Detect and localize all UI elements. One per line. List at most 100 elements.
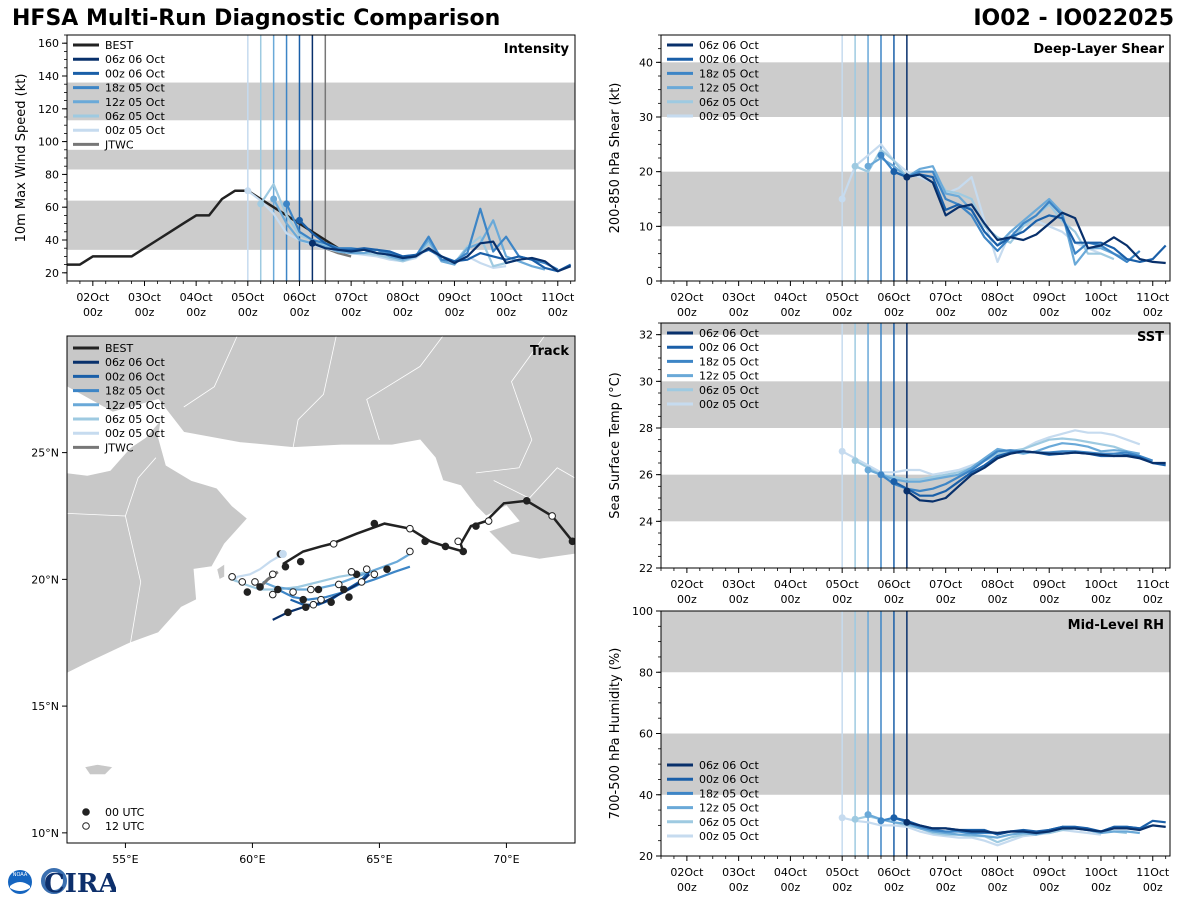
track-marker-00utc xyxy=(421,537,429,546)
track-marker-00utc xyxy=(383,565,391,574)
rh-ytick-label: 100 xyxy=(632,605,653,618)
rh-xtick-hour: 00z xyxy=(884,881,904,894)
noaa-wave-shape xyxy=(10,882,30,891)
shear-legend-label: 00z 06 Oct xyxy=(699,53,759,66)
rh-xtick-hour: 00z xyxy=(1039,881,1059,894)
sst-xtick-hour: 00z xyxy=(729,593,749,606)
sst-series-start-point xyxy=(864,466,872,474)
rh-series-start-point xyxy=(877,817,885,825)
track-marker-12utc xyxy=(347,567,356,576)
shear-xtick-hour: 00z xyxy=(832,306,852,319)
sst-series-start-point xyxy=(851,457,859,465)
rh-series-start-point xyxy=(890,814,898,822)
shear-series-line xyxy=(854,148,1115,261)
intensity-xtick-label: 09Oct xyxy=(438,291,472,304)
track-marker-12utc xyxy=(406,547,414,556)
rh-series-start-point xyxy=(903,818,911,826)
track-marker-12utc xyxy=(334,580,343,589)
sst-legend-label: 06z 05 Oct xyxy=(699,384,759,397)
sst-xtick-hour: 00z xyxy=(988,593,1008,606)
shear-legend-label: 12z 05 Oct xyxy=(699,82,759,95)
intensity-ytick-label: 60 xyxy=(45,201,59,214)
shear-series-line xyxy=(906,173,1166,265)
rh-xtick-hour: 00z xyxy=(936,881,956,894)
track-marker-12utc xyxy=(268,590,277,599)
track-marker-00utc xyxy=(472,522,480,530)
rh-panel: 20 40 60 80 100 02Oct 00z 03Oct 00z 04Oct 00z 05Oct… xyxy=(608,605,1171,894)
track-xtick-label: 65°E xyxy=(366,853,392,866)
intensity-ytick-label: 20 xyxy=(45,267,59,280)
shear-xtick-label: 04Oct xyxy=(774,291,808,304)
masirah-island xyxy=(216,563,225,580)
track-marker-12utc xyxy=(370,570,379,579)
sst-xtick-hour: 00z xyxy=(1143,593,1163,606)
shear-xtick-hour: 00z xyxy=(1091,306,1111,319)
rh-xtick-label: 06Oct xyxy=(877,866,911,879)
shear-ytick-label: 0 xyxy=(646,275,653,288)
track-legend-label: 06z 05 Oct xyxy=(105,413,165,426)
track-marker-12utc xyxy=(307,585,315,594)
sst-ytick-label: 30 xyxy=(639,375,653,388)
rh-legend-label: 12z 05 Oct xyxy=(699,802,759,815)
track-title: Track xyxy=(530,344,569,359)
sst-panel: 22 24 26 28 30 32 02Oct 00z 03Oct 00z 04Oct 00z 05Oc… xyxy=(608,322,1171,606)
track-legend-label: 06z 06 Oct xyxy=(105,356,165,369)
sst-band xyxy=(661,323,1170,335)
track-marker-00utc xyxy=(459,547,468,556)
sst-legend-label: 00z 05 Oct xyxy=(699,398,759,411)
sst-xtick-hour: 00z xyxy=(781,593,801,606)
rh-series-start-point xyxy=(838,814,846,822)
rh-xtick-hour: 00z xyxy=(1091,881,1111,894)
rh-xtick-hour: 00z xyxy=(988,881,1008,894)
track-ytick-label: 15°N xyxy=(31,700,59,713)
sst-xtick-hour: 00z xyxy=(1091,593,1111,606)
cira-logo: NOAA CIRA xyxy=(8,868,116,896)
intensity-series-start-point xyxy=(308,239,316,247)
sst-series-line xyxy=(906,450,1166,503)
marker-legend-label: 00 UTC xyxy=(105,806,145,819)
intensity-xtick-hour: 00z xyxy=(83,306,103,319)
rh-legend-label: 06z 05 Oct xyxy=(699,816,759,829)
track-marker-12utc xyxy=(362,565,371,574)
sst-series-start-point xyxy=(890,478,898,486)
sst-xtick-hour: 00z xyxy=(832,593,852,606)
shear-band xyxy=(661,62,1170,117)
rh-xtick-label: 02Oct xyxy=(670,866,704,879)
intensity-legend-label: 00z 06 Oct xyxy=(105,67,165,80)
rh-title: Mid-Level RH xyxy=(1068,618,1164,633)
rh-xtick-label: 08Oct xyxy=(981,866,1015,879)
intensity-legend-label: 18z 05 Oct xyxy=(105,82,165,95)
track-marker-00utc xyxy=(522,496,531,505)
intensity-xtick-label: 07Oct xyxy=(335,291,369,304)
track-marker-00utc xyxy=(340,585,348,594)
sst-legend-label: 12z 05 Oct xyxy=(699,370,759,383)
intensity-series-start-point xyxy=(270,195,278,203)
sst-series-start-point xyxy=(838,447,846,455)
track-marker-00utc xyxy=(243,588,252,596)
track-marker-00utc xyxy=(256,583,264,591)
intensity-xtick-label: 04Oct xyxy=(180,291,214,304)
shear-xtick-hour: 00z xyxy=(1143,306,1163,319)
shear-xtick-hour: 00z xyxy=(936,306,956,319)
intensity-legend-label: JTWC xyxy=(104,138,134,151)
shear-legend-label: 06z 06 Oct xyxy=(699,39,759,52)
track-marker-00utc xyxy=(327,598,335,606)
track-marker-12utc xyxy=(317,595,325,604)
track-marker-12utc xyxy=(228,573,236,581)
track-marker-00utc xyxy=(441,542,450,551)
sst-ylabel: Sea Surface Temp (°C) xyxy=(608,372,623,519)
intensity-ylabel: 10m Max Wind Speed (kt) xyxy=(14,74,29,243)
intensity-title: Intensity xyxy=(504,42,570,57)
shear-xtick-hour: 00z xyxy=(988,306,1008,319)
track-marker-12utc xyxy=(251,578,259,586)
intensity-xtick-label: 10Oct xyxy=(490,291,524,304)
cira-c-ring xyxy=(41,868,67,894)
sst-xtick-hour: 00z xyxy=(677,593,697,606)
intensity-legend-label: BEST xyxy=(105,39,133,52)
intensity-ytick-label: 160 xyxy=(38,37,59,50)
shear-ytick-label: 40 xyxy=(639,56,653,69)
intensity-panel: 20 40 60 80 100 120 140 160 02Oct 00z 03Oct 00z 04Oc… xyxy=(14,34,576,319)
track-marker-12utc xyxy=(406,524,414,533)
sst-ytick-label: 24 xyxy=(639,515,653,528)
